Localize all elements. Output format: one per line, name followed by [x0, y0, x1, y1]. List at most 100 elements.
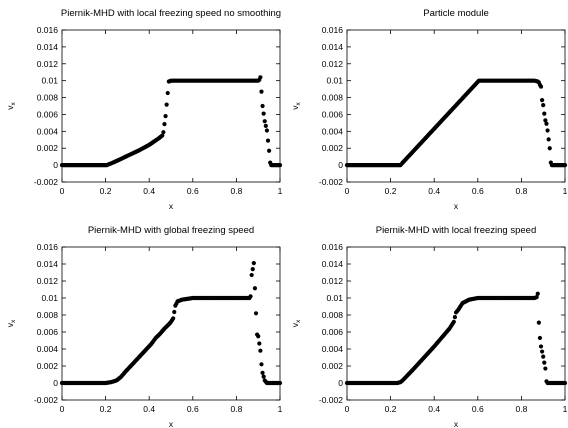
- x-tick-label: 0.4: [143, 186, 155, 196]
- y-tick-label: 0.016: [322, 242, 344, 252]
- data-point: [264, 128, 270, 133]
- plot-frame: [61, 246, 281, 401]
- data-point: [277, 163, 283, 168]
- y-axis-label-subscript: x: [295, 319, 302, 323]
- data-point: [256, 334, 261, 339]
- data-point: [162, 122, 167, 127]
- data-point: [542, 111, 547, 116]
- data-point: [540, 97, 545, 103]
- y-tick-label: 0.002: [37, 143, 59, 153]
- y-tick-label: 0.006: [322, 109, 344, 119]
- x-tick-label: 0: [345, 186, 350, 196]
- x-tick-label: 0.6: [187, 404, 199, 414]
- x-tick-label: 0.6: [472, 186, 484, 196]
- data-point: [262, 119, 267, 124]
- data-point: [253, 311, 259, 316]
- y-tick-label: 0.002: [37, 361, 59, 371]
- data-point: [261, 111, 266, 116]
- x-tick-label: 0.8: [230, 186, 242, 196]
- data-point: [257, 341, 262, 346]
- data-point: [249, 272, 254, 278]
- data-point: [172, 309, 177, 315]
- data-point: [161, 130, 166, 135]
- data-point: [542, 360, 547, 365]
- chart-panel-2: Particle module-0.00200.0020.0040.0060.0…: [290, 8, 568, 211]
- data-point: [163, 114, 168, 119]
- x-tick-label: 0.2: [100, 186, 112, 196]
- y-tick-label: 0.008: [322, 93, 344, 103]
- data-point: [543, 366, 548, 371]
- data-point: [258, 75, 263, 80]
- y-axis-label: vx: [5, 319, 17, 327]
- data-point: [543, 118, 548, 123]
- data-point: [537, 335, 543, 341]
- data-point: [252, 286, 258, 291]
- y-axis-label-subscript: x: [10, 319, 17, 323]
- x-tick-label: 0.2: [385, 186, 397, 196]
- x-axis-label: x: [169, 201, 174, 211]
- y-tick-label: -0.002: [319, 395, 343, 405]
- y-tick-label: 0.002: [322, 361, 344, 371]
- x-tick-label: 0.6: [187, 186, 199, 196]
- x-tick-label: 0.2: [100, 404, 112, 414]
- y-tick-label: 0.012: [322, 276, 344, 286]
- chart-title: Piernik-MHD with global freezing speed: [88, 225, 254, 236]
- data-points: [344, 78, 568, 168]
- y-axis-label-main: v: [290, 105, 300, 110]
- data-point: [545, 128, 550, 133]
- data-points: [344, 291, 568, 386]
- data-point: [160, 133, 165, 138]
- data-point: [535, 291, 540, 296]
- data-point: [536, 320, 541, 325]
- y-axis-label: vx: [290, 102, 302, 110]
- y-tick-label: 0.002: [322, 143, 344, 153]
- data-point: [260, 103, 265, 109]
- x-tick-label: 0.4: [428, 404, 440, 414]
- chart-title: Particle module: [423, 8, 488, 19]
- data-point: [265, 138, 271, 143]
- y-tick-label: 0.004: [322, 344, 344, 354]
- x-tick-label: 1: [278, 186, 283, 196]
- y-axis-label-subscript: x: [295, 102, 302, 106]
- data-point: [171, 316, 176, 321]
- y-tick-label: 0.006: [37, 109, 59, 119]
- y-tick-label: 0.01: [326, 293, 343, 303]
- chart-title: Piernik-MHD with local freezing speed: [376, 225, 537, 236]
- data-point: [452, 315, 458, 320]
- data-point: [538, 344, 544, 349]
- y-tick-label: 0: [338, 378, 343, 388]
- data-point: [263, 123, 268, 128]
- data-point: [251, 261, 256, 266]
- y-tick-label: 0.016: [37, 242, 59, 252]
- y-tick-label: 0.01: [41, 293, 58, 303]
- x-tick-label: 0.2: [385, 404, 397, 414]
- y-tick-label: 0.016: [322, 25, 344, 35]
- x-tick-label: 0: [60, 404, 65, 414]
- data-point: [248, 294, 253, 299]
- chart-panel-1: Piernik-MHD with local freezing speed no…: [5, 8, 283, 211]
- data-point: [538, 84, 544, 89]
- y-tick-label: 0.006: [37, 327, 59, 337]
- data-point: [544, 121, 549, 126]
- x-tick-label: 0: [60, 186, 65, 196]
- y-axis-label: vx: [5, 102, 17, 110]
- chart-panel-4: Piernik-MHD with local freezing speed -0.…: [290, 225, 568, 428]
- y-axis-label-main: v: [5, 105, 15, 110]
- data-point: [534, 295, 539, 300]
- y-tick-label: 0.012: [37, 59, 59, 69]
- data-point: [261, 374, 266, 379]
- x-tick-label: 0: [345, 404, 350, 414]
- x-axis-label: x: [454, 419, 459, 428]
- y-axis-label: vx: [290, 319, 302, 327]
- plot-frame: [61, 29, 281, 183]
- x-tick-label: 0.6: [472, 404, 484, 414]
- data-point: [562, 380, 568, 386]
- y-tick-label: 0.004: [37, 344, 59, 354]
- data-point: [267, 148, 272, 153]
- x-tick-label: 1: [563, 404, 568, 414]
- plot-frame: [346, 246, 566, 401]
- x-tick-label: 0.8: [515, 404, 527, 414]
- y-tick-label: 0.008: [37, 93, 59, 103]
- data-point: [541, 103, 546, 108]
- data-point: [541, 354, 546, 359]
